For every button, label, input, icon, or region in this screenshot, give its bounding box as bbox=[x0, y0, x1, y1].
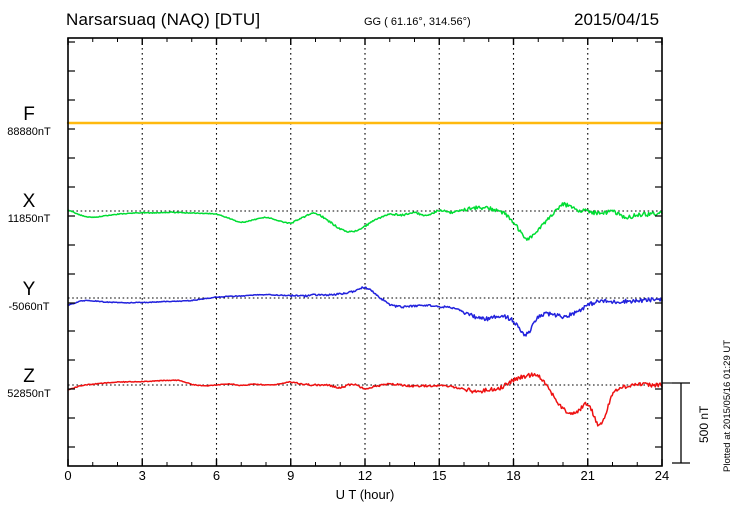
component-label-x: X bbox=[22, 191, 36, 212]
x-tick-21: 21 bbox=[580, 468, 595, 483]
x-tick-0: 0 bbox=[64, 468, 72, 483]
component-label-f: F bbox=[23, 104, 35, 125]
geographic-coordinates: GG ( 61.16°, 314.56°) bbox=[364, 16, 471, 28]
observation-date: 2015/04/15 bbox=[574, 10, 660, 29]
trace-x bbox=[67, 201, 663, 241]
x-tick-12: 12 bbox=[357, 468, 373, 483]
x-tick-9: 9 bbox=[287, 468, 295, 483]
x-axis-title: U T (hour) bbox=[335, 487, 395, 502]
station-title: Narsarsuaq (NAQ) [DTU] bbox=[66, 10, 261, 29]
component-value-y: -5060nT bbox=[8, 301, 50, 313]
trace-y bbox=[67, 286, 663, 337]
component-value-x: 11850nT bbox=[7, 213, 51, 225]
scale-bar bbox=[662, 382, 690, 464]
component-value-z: 52850nT bbox=[7, 388, 51, 400]
component-value-f: 88880nT bbox=[7, 126, 51, 138]
scale-bar-label: 500 nT bbox=[697, 405, 711, 443]
x-tick-18: 18 bbox=[506, 468, 521, 483]
trace-z bbox=[67, 372, 663, 427]
component-label-z: Z bbox=[23, 366, 35, 387]
x-tick-3: 3 bbox=[138, 468, 146, 483]
component-label-y: Y bbox=[22, 279, 36, 300]
x-tick-24: 24 bbox=[654, 468, 670, 483]
x-tick-15: 15 bbox=[432, 468, 447, 483]
plotted-timestamp: Plotted at 2015/05/16 01:29 UT bbox=[722, 339, 730, 472]
x-tick-6: 6 bbox=[212, 468, 221, 483]
